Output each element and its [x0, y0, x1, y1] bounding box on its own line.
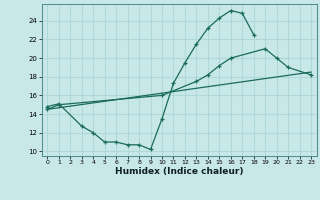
X-axis label: Humidex (Indice chaleur): Humidex (Indice chaleur): [115, 167, 244, 176]
